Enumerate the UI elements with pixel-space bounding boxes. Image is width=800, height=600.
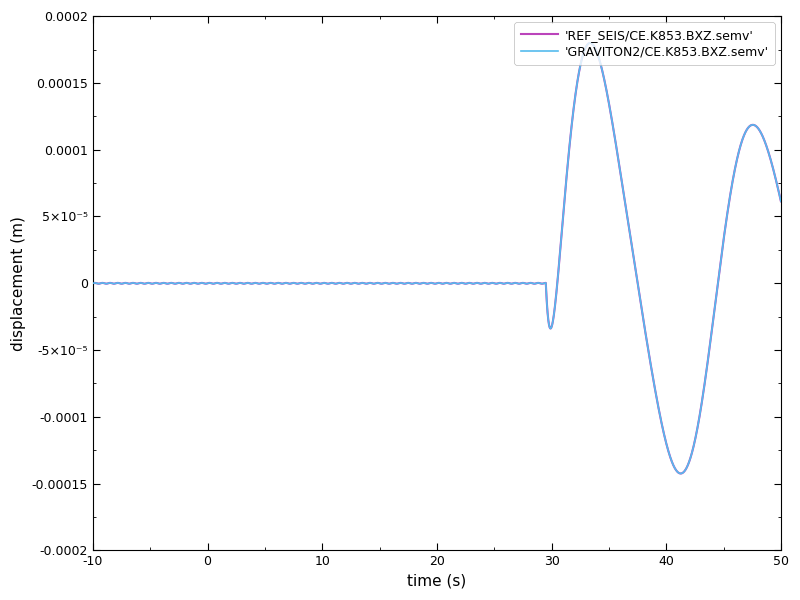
Line: 'GRAVITON2/CE.K853.BXZ.semv': 'GRAVITON2/CE.K853.BXZ.semv'	[93, 43, 781, 473]
'REF_SEIS/CE.K853.BXZ.semv'	[425, 280, 434, 287]
'GRAVITON2/CE.K853.BXZ.semv'	[88, 280, 98, 287]
'GRAVITON2/CE.K853.BXZ.semv'	[425, 280, 434, 287]
'REF_SEIS/CE.K853.BXZ.semv'	[130, 280, 139, 287]
Line: 'REF_SEIS/CE.K853.BXZ.semv': 'REF_SEIS/CE.K853.BXZ.semv'	[93, 43, 781, 473]
'GRAVITON2/CE.K853.BXZ.semv'	[676, 470, 686, 477]
'REF_SEIS/CE.K853.BXZ.semv'	[740, 130, 750, 137]
'REF_SEIS/CE.K853.BXZ.semv'	[223, 280, 233, 287]
'REF_SEIS/CE.K853.BXZ.semv'	[91, 280, 101, 287]
'REF_SEIS/CE.K853.BXZ.semv'	[586, 40, 595, 47]
'REF_SEIS/CE.K853.BXZ.semv'	[776, 197, 786, 205]
'REF_SEIS/CE.K853.BXZ.semv'	[676, 470, 686, 477]
'GRAVITON2/CE.K853.BXZ.semv'	[740, 130, 750, 137]
'GRAVITON2/CE.K853.BXZ.semv'	[117, 280, 126, 287]
'GRAVITON2/CE.K853.BXZ.semv'	[130, 280, 139, 287]
Y-axis label: displacement (m): displacement (m)	[11, 216, 26, 351]
X-axis label: time (s): time (s)	[407, 574, 466, 589]
'GRAVITON2/CE.K853.BXZ.semv'	[223, 280, 233, 287]
'GRAVITON2/CE.K853.BXZ.semv'	[586, 40, 595, 47]
'REF_SEIS/CE.K853.BXZ.semv'	[117, 280, 126, 287]
'GRAVITON2/CE.K853.BXZ.semv'	[91, 280, 101, 287]
'GRAVITON2/CE.K853.BXZ.semv'	[776, 197, 786, 205]
Legend: 'REF_SEIS/CE.K853.BXZ.semv', 'GRAVITON2/CE.K853.BXZ.semv': 'REF_SEIS/CE.K853.BXZ.semv', 'GRAVITON2/…	[514, 22, 774, 65]
'REF_SEIS/CE.K853.BXZ.semv'	[88, 280, 98, 287]
